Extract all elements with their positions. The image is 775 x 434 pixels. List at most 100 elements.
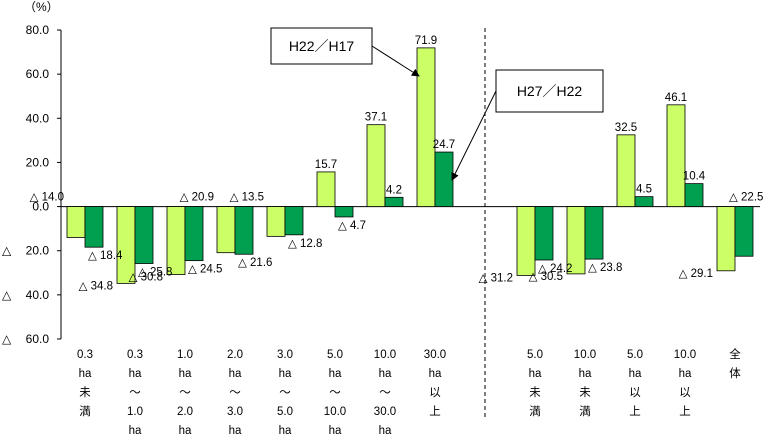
x-category-label: 5.0 ha ～ 10.0 ha	[324, 349, 346, 434]
x-category-label: 2.0 ha ～ 3.0 ha	[227, 349, 243, 434]
bar-h27	[384, 196, 404, 207]
bar-h22	[166, 206, 186, 275]
data-label: 46.1	[665, 92, 687, 104]
bar-h27	[184, 206, 204, 262]
svg-text:0.3: 0.3	[77, 349, 93, 361]
svg-text:2.0: 2.0	[227, 349, 243, 361]
y-tick-label-prefix: △	[2, 244, 12, 258]
bar-h27	[534, 206, 554, 261]
data-label: 37.1	[365, 112, 387, 124]
svg-text:3.0: 3.0	[277, 349, 293, 361]
y-tick-label-prefix: △	[2, 332, 12, 346]
svg-text:～: ～	[379, 387, 391, 399]
svg-text:ha: ha	[679, 368, 692, 380]
data-label: △ 4.7	[338, 220, 366, 232]
y-tick-label: 40.0	[26, 111, 50, 125]
svg-text:ha: ha	[529, 368, 542, 380]
svg-text:10.0: 10.0	[324, 406, 346, 418]
legend-arrow	[451, 90, 497, 181]
y-tick-label-prefix: △	[2, 288, 12, 302]
svg-text:ha: ha	[429, 368, 442, 380]
svg-text:満: 満	[79, 405, 91, 418]
x-category-label: 0.3 ha ～ 1.0 ha	[127, 349, 143, 434]
bar-h22	[516, 206, 536, 276]
bar-h27	[734, 206, 754, 257]
bar-h22	[216, 206, 236, 254]
svg-text:10.0: 10.0	[574, 349, 596, 361]
x-category-label: 全体	[729, 347, 741, 380]
svg-text:5.0: 5.0	[627, 349, 643, 361]
y-tick-label: 80.0	[26, 23, 50, 37]
legend-callouts: H22／H17 H27／H22	[270, 27, 604, 181]
bar-h22	[716, 206, 736, 272]
y-tick-label: 20.0	[26, 244, 50, 258]
data-label: △ 18.4	[88, 250, 123, 262]
x-category-label: 5.0 ha 以上	[627, 349, 643, 418]
svg-text:ha: ha	[329, 425, 342, 434]
svg-text:全: 全	[729, 347, 741, 361]
svg-text:上: 上	[629, 405, 641, 418]
svg-text:ha: ha	[279, 425, 292, 434]
data-label: △ 25.8	[138, 267, 172, 279]
data-label: 4.2	[386, 184, 402, 196]
svg-text:ha: ha	[179, 425, 192, 434]
data-label: △ 21.6	[238, 257, 272, 269]
data-label: 4.5	[636, 184, 652, 196]
x-axis-labels: 0.3 ha 未満 0.3 ha ～ 1.0 ha 1.0 ha ～ 2.0 ha 2.0 ha ～ 3.0 ha…	[77, 347, 741, 434]
data-label: △ 34.8	[79, 280, 113, 292]
bar-h22	[66, 206, 86, 238]
svg-text:以: 以	[629, 386, 641, 399]
y-tick-label: 60.0	[26, 67, 50, 81]
svg-text:0.3: 0.3	[127, 349, 143, 361]
bar-h22	[266, 206, 286, 237]
data-label: 15.7	[315, 159, 337, 171]
bar-h27	[684, 183, 704, 207]
svg-text:ha: ha	[129, 425, 142, 434]
data-label: △ 31.2	[479, 272, 513, 284]
bar-h27	[134, 206, 154, 264]
svg-text:ha: ha	[579, 368, 592, 380]
y-tick-label: 40.0	[26, 288, 50, 302]
svg-text:30.0: 30.0	[374, 406, 396, 418]
data-label: △ 12.8	[288, 238, 322, 250]
bar-labels: △ 14.0 △ 34.8 △ 30.8 △ 20.9 △ 13.5 15.7 37.1 71…	[30, 35, 764, 293]
bar-h27	[434, 151, 454, 207]
x-category-label: 1.0 ha ～ 2.0 ha	[177, 349, 193, 434]
svg-text:5.0: 5.0	[277, 406, 293, 418]
legend-text: H27／H22	[517, 83, 583, 99]
y-tick-label: 20.0	[26, 155, 50, 169]
bar-h27	[84, 206, 104, 248]
svg-text:ha: ha	[179, 368, 192, 380]
svg-text:以: 以	[679, 386, 691, 399]
svg-text:1.0: 1.0	[127, 406, 143, 418]
data-label: △ 13.5	[230, 192, 264, 204]
svg-text:ha: ha	[379, 425, 392, 434]
x-category-label: 10.0 ha 未満	[574, 349, 596, 418]
svg-text:ha: ha	[229, 368, 242, 380]
legend-box	[495, 69, 604, 113]
bar-h22	[416, 47, 436, 207]
bar-h22	[316, 171, 336, 207]
bar-h27	[334, 206, 354, 218]
svg-text:ha: ha	[79, 368, 92, 380]
bar-h27	[284, 206, 304, 236]
x-category-label: 3.0 ha ～ 5.0 ha	[277, 349, 293, 434]
data-label: △ 22.5	[729, 192, 763, 204]
svg-text:満: 満	[529, 405, 541, 418]
svg-text:上: 上	[429, 405, 441, 418]
svg-text:未: 未	[529, 386, 541, 399]
svg-text:～: ～	[229, 387, 241, 399]
legend-arrow	[371, 45, 420, 77]
svg-text:～: ～	[329, 387, 341, 399]
svg-text:未: 未	[79, 386, 91, 399]
data-label: △ 24.2	[538, 263, 572, 275]
svg-text:～: ～	[279, 387, 291, 399]
svg-text:ha: ha	[279, 368, 292, 380]
svg-text:満: 満	[579, 405, 591, 418]
bar-h22	[616, 134, 636, 207]
x-category-label: 5.0 ha 未満	[527, 349, 543, 418]
svg-text:5.0: 5.0	[327, 349, 343, 361]
data-label: △ 23.8	[588, 262, 622, 274]
svg-text:ha: ha	[229, 425, 242, 434]
bar-h27	[584, 206, 604, 260]
